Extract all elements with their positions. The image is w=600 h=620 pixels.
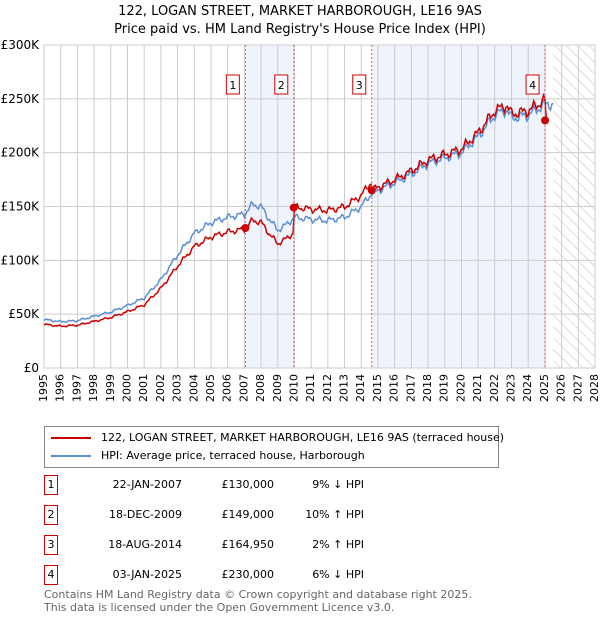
x-tick-label: 2010 xyxy=(287,374,300,402)
plot-frame xyxy=(43,44,596,369)
footer-line2: This data is licensed under the Open Gov… xyxy=(44,601,395,614)
x-tick-label: 1995 xyxy=(37,374,50,402)
y-tick-label: £300K xyxy=(1,38,41,52)
sale-label: 3 xyxy=(356,79,363,92)
x-tick-label: 2009 xyxy=(271,374,284,402)
x-tick-label: 2000 xyxy=(120,374,133,402)
x-tick-label: 2001 xyxy=(137,374,150,402)
sale-label: 4 xyxy=(529,79,536,92)
sale-point xyxy=(289,203,298,212)
chart-subtitle: Price paid vs. HM Land Registry's House … xyxy=(114,22,486,37)
sale-point xyxy=(541,116,550,125)
footer: Contains HM Land Registry data © Crown c… xyxy=(44,588,472,614)
legend-price-swatch xyxy=(51,436,91,439)
x-tick-label: 2013 xyxy=(338,374,351,402)
sale-label-box xyxy=(525,74,540,95)
sale-label: 2 xyxy=(278,79,285,92)
x-tick-label: 2002 xyxy=(154,374,167,402)
x-tick-label: 2006 xyxy=(221,374,234,402)
sale-row: 1 22-JAN-2007 £130,000 9% ↓ HPI xyxy=(44,475,444,495)
x-tick-label: 2028 xyxy=(588,374,600,402)
x-tick-label: 2020 xyxy=(454,374,467,402)
y-tick-label: £250K xyxy=(1,92,41,106)
y-tick-label: £200K xyxy=(1,146,41,160)
x-tick-label: 2025 xyxy=(538,374,551,402)
x-tick-label: 1999 xyxy=(104,374,117,402)
y-tick-label: £50K xyxy=(8,307,40,321)
sale-date: 18-DEC-2009 xyxy=(108,508,182,521)
x-tick-label: 1996 xyxy=(54,374,67,402)
sale-price: £130,000 xyxy=(221,478,275,491)
legend-price: 122, LOGAN STREET, MARKET HARBOROUGH, LE… xyxy=(101,431,505,444)
sale-row: 2 18-DEC-2009 £149,000 10% ↑ HPI xyxy=(44,505,444,525)
x-tick-label: 2012 xyxy=(321,374,334,402)
sale-marker: 3 xyxy=(44,535,58,555)
x-tick-label: 2019 xyxy=(438,374,451,402)
sale-price: £164,950 xyxy=(221,538,275,551)
sale-hpi-change: 9% ↓ HPI xyxy=(312,478,364,491)
x-tick-label: 2014 xyxy=(354,374,367,402)
x-tick-label: 2016 xyxy=(388,374,401,402)
x-tick-label: 2021 xyxy=(471,374,484,402)
sale-marker: 1 xyxy=(44,475,58,495)
sale-hpi-change: 10% ↑ HPI xyxy=(305,508,364,521)
x-tick-label: 2008 xyxy=(254,374,267,402)
sale-date: 18-AUG-2014 xyxy=(108,538,182,551)
x-tick-label: 2003 xyxy=(171,374,184,402)
sale-label-box xyxy=(225,74,240,95)
y-tick-label: £0 xyxy=(24,361,39,375)
sale-price: £230,000 xyxy=(221,568,275,581)
legend: 122, LOGAN STREET, MARKET HARBOROUGH, LE… xyxy=(44,426,504,468)
sale-row: 4 03-JAN-2025 £230,000 6% ↓ HPI xyxy=(44,565,444,585)
x-tick-label: 1998 xyxy=(87,374,100,402)
sale-label-box xyxy=(274,74,289,95)
sale-marker: 2 xyxy=(44,505,58,525)
footer-line1: Contains HM Land Registry data © Crown c… xyxy=(44,588,472,601)
chart-title: 122, LOGAN STREET, MARKET HARBOROUGH, LE… xyxy=(118,4,482,19)
sale-point xyxy=(367,186,376,195)
y-tick-label: £100K xyxy=(1,253,41,267)
chart: 1995 1996 1997 1998 1999 2000 2001 2002 2003 2004… xyxy=(1,38,600,402)
x-tick-label: 2018 xyxy=(421,374,434,402)
sale-price: £149,000 xyxy=(221,508,275,521)
x-tick-label: 2015 xyxy=(371,374,384,402)
sale-point xyxy=(241,224,250,233)
sale-date: 22-JAN-2007 xyxy=(112,478,182,491)
x-tick-label: 2005 xyxy=(204,374,217,402)
x-tick-label: 2004 xyxy=(187,374,200,402)
sale-label-box xyxy=(352,74,367,95)
x-tick-label: 2027 xyxy=(571,374,584,402)
x-tick-label: 2023 xyxy=(505,374,518,402)
x-tick-label: 2026 xyxy=(555,374,568,402)
y-tick-label: £150K xyxy=(1,200,41,214)
sale-hpi-change: 2% ↑ HPI xyxy=(312,538,364,551)
sale-label: 1 xyxy=(229,79,236,92)
hpi-line xyxy=(43,97,554,324)
x-tick-label: 2011 xyxy=(304,374,317,402)
sale-marker: 4 xyxy=(44,565,58,585)
x-tick-label: 1997 xyxy=(70,374,83,402)
legend-hpi: HPI: Average price, terraced house, Harb… xyxy=(101,449,365,462)
legend-hpi-swatch xyxy=(51,454,91,457)
sale-hpi-change: 6% ↓ HPI xyxy=(312,568,364,581)
sale-row: 3 18-AUG-2014 £164,950 2% ↑ HPI xyxy=(44,535,444,555)
x-tick-label: 2022 xyxy=(488,374,501,402)
x-tick-label: 2024 xyxy=(521,374,534,402)
x-tick-label: 2017 xyxy=(404,374,417,402)
sale-date: 03-JAN-2025 xyxy=(112,568,182,581)
x-tick-label: 2007 xyxy=(237,374,250,402)
